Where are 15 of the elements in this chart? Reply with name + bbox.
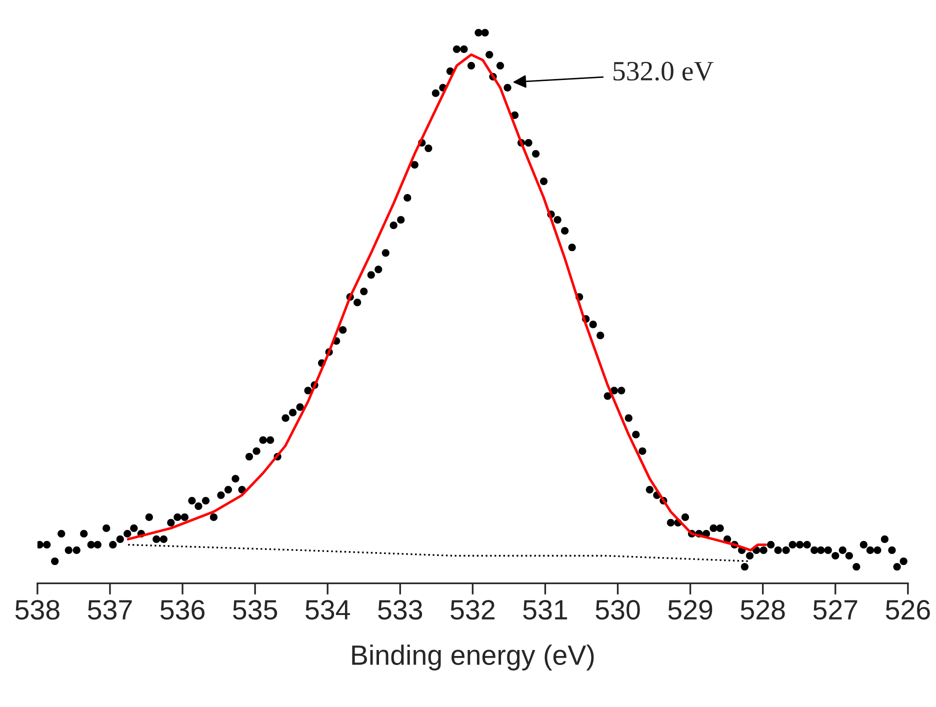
x-tick-label: 529 (668, 600, 712, 620)
x-tick-label: 537 (88, 600, 132, 620)
x-tick-label: 530 (596, 600, 640, 620)
annotation: 532.0 eV (614, 62, 714, 81)
x-tick-label: 526 (886, 600, 930, 620)
x-tick-label: 533 (378, 600, 422, 620)
x-tick-label: 536 (160, 600, 204, 620)
x-tick-label: 528 (740, 600, 785, 620)
x-axis-title: Binding energy (eV) (352, 644, 594, 670)
x-tick-label: 531 (523, 600, 568, 620)
x-tick-label: 535 (233, 600, 278, 620)
x-tick-label: 538 (15, 600, 60, 620)
x-tick-label: 534 (306, 600, 350, 620)
x-tick-label: 532 (450, 600, 494, 620)
x-tick-label: 527 (813, 600, 858, 620)
